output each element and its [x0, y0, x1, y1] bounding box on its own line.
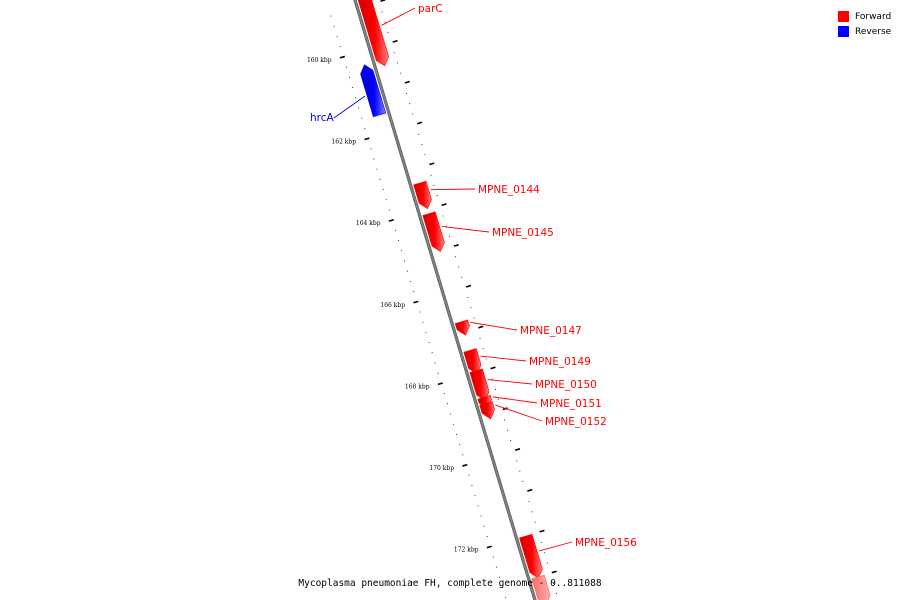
gene-partial-10	[531, 574, 551, 600]
gene-leader-MPNE_0149	[480, 355, 527, 362]
gene-leader-MPNE_0147	[470, 321, 518, 331]
gene-MPNE_0147-4	[454, 319, 470, 336]
major-tick	[486, 545, 492, 549]
gene-leader-MPNE_0156	[538, 541, 573, 552]
major-tick	[462, 463, 468, 467]
forward-swatch	[838, 11, 849, 22]
gene-label-MPNE_0144: MPNE_0144	[478, 184, 540, 196]
gene-label-MPNE_0149: MPNE_0149	[529, 356, 591, 368]
tick-label-170: 170 kbp	[429, 465, 454, 472]
major-tick	[413, 300, 419, 304]
gene-label-MPNE_0152: MPNE_0152	[545, 416, 607, 428]
ruler-major-tick	[551, 570, 557, 574]
ruler-major-tick	[404, 80, 410, 84]
gene-label-parC: parC	[418, 3, 443, 15]
ruler-major-tick	[478, 325, 484, 329]
legend-reverse: Reverse	[838, 24, 891, 39]
ruler-major-tick	[539, 529, 545, 533]
reverse-swatch	[838, 26, 849, 37]
ruler-major-tick	[380, 0, 386, 3]
genome-caption: Mycoplasma pneumoniae FH, complete genom…	[298, 578, 602, 589]
gene-leader-MPNE_0152	[495, 404, 543, 422]
major-tick	[364, 137, 370, 141]
tick-label-160: 160 kbp	[307, 57, 332, 64]
major-tick	[437, 382, 443, 386]
tick-label-168: 168 kbp	[405, 383, 430, 390]
gene-leader-MPNE_0150	[487, 379, 533, 385]
ruler-major-tick	[416, 121, 423, 125]
gene-MPNE_0149-5	[463, 348, 482, 375]
gene-hrcA-1	[360, 64, 387, 118]
forward-label: Forward	[855, 11, 892, 22]
tick-label-162: 162 kbp	[331, 139, 356, 146]
ruler-major-tick	[514, 448, 521, 452]
ruler-major-tick	[465, 284, 472, 288]
gene-label-hrcA: hrcA	[310, 112, 335, 124]
backbone	[353, 0, 537, 600]
tick-label-166: 166 kbp	[380, 302, 405, 309]
gene-MPNE_0145-3	[422, 211, 445, 253]
gene-MPNE_0144-2	[413, 180, 432, 210]
legend-forward: Forward	[838, 9, 891, 24]
gene-leader-MPNE_0151	[492, 396, 538, 404]
tick-label-172: 172 kbp	[454, 547, 479, 554]
gene-label-MPNE_0145: MPNE_0145	[492, 227, 554, 239]
ruler-major-tick	[527, 488, 533, 492]
gene-leader-MPNE_0145	[441, 226, 490, 233]
ruler-major-tick	[392, 39, 398, 43]
tick-label-164: 164 kbp	[356, 220, 381, 227]
gene-label-MPNE_0151: MPNE_0151	[540, 398, 602, 410]
ruler-major-tick	[441, 203, 447, 207]
gene-MPNE_0156-9	[519, 533, 543, 579]
ruler-major-tick	[453, 243, 459, 247]
major-tick	[388, 218, 394, 222]
ruler-major-tick	[490, 366, 496, 370]
ruler-major-tick	[429, 162, 435, 166]
gene-leader-MPNE_0144	[430, 188, 476, 191]
legend: Forward Reverse	[838, 9, 891, 39]
major-tick	[339, 55, 346, 59]
gene-label-MPNE_0156: MPNE_0156	[575, 537, 637, 549]
gene-parC-0	[357, 0, 390, 67]
reverse-label: Reverse	[855, 26, 892, 37]
gene-MPNE_0152-8	[479, 401, 495, 420]
gene-leader-hrcA	[333, 95, 366, 119]
gene-label-MPNE_0147: MPNE_0147	[520, 325, 582, 337]
gene-MPNE_0150-6	[469, 368, 490, 401]
gene-leader-parC	[381, 7, 416, 26]
gene-label-MPNE_0150: MPNE_0150	[535, 379, 597, 391]
